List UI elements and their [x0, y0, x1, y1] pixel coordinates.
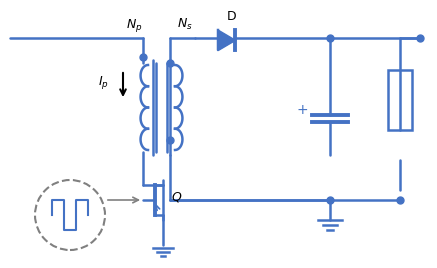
Text: $N_p$: $N_p$ [126, 17, 142, 34]
Text: $I_p$: $I_p$ [98, 74, 109, 91]
Polygon shape [218, 30, 235, 50]
Text: +: + [296, 103, 308, 117]
FancyBboxPatch shape [388, 70, 412, 130]
Text: Q: Q [171, 190, 181, 203]
Text: D: D [227, 10, 237, 23]
Text: $N_s$: $N_s$ [177, 17, 193, 32]
